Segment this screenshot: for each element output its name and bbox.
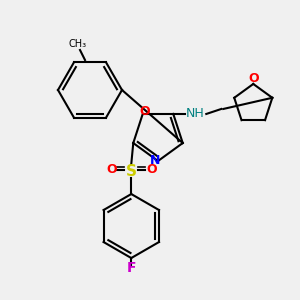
Text: N: N [150, 154, 160, 167]
Text: O: O [146, 163, 157, 176]
Text: S: S [126, 164, 137, 178]
Text: O: O [248, 73, 259, 85]
Text: CH₃: CH₃ [69, 39, 87, 49]
Text: F: F [127, 261, 136, 275]
Text: NH: NH [186, 107, 205, 121]
Text: O: O [140, 106, 150, 118]
Text: O: O [106, 163, 117, 176]
